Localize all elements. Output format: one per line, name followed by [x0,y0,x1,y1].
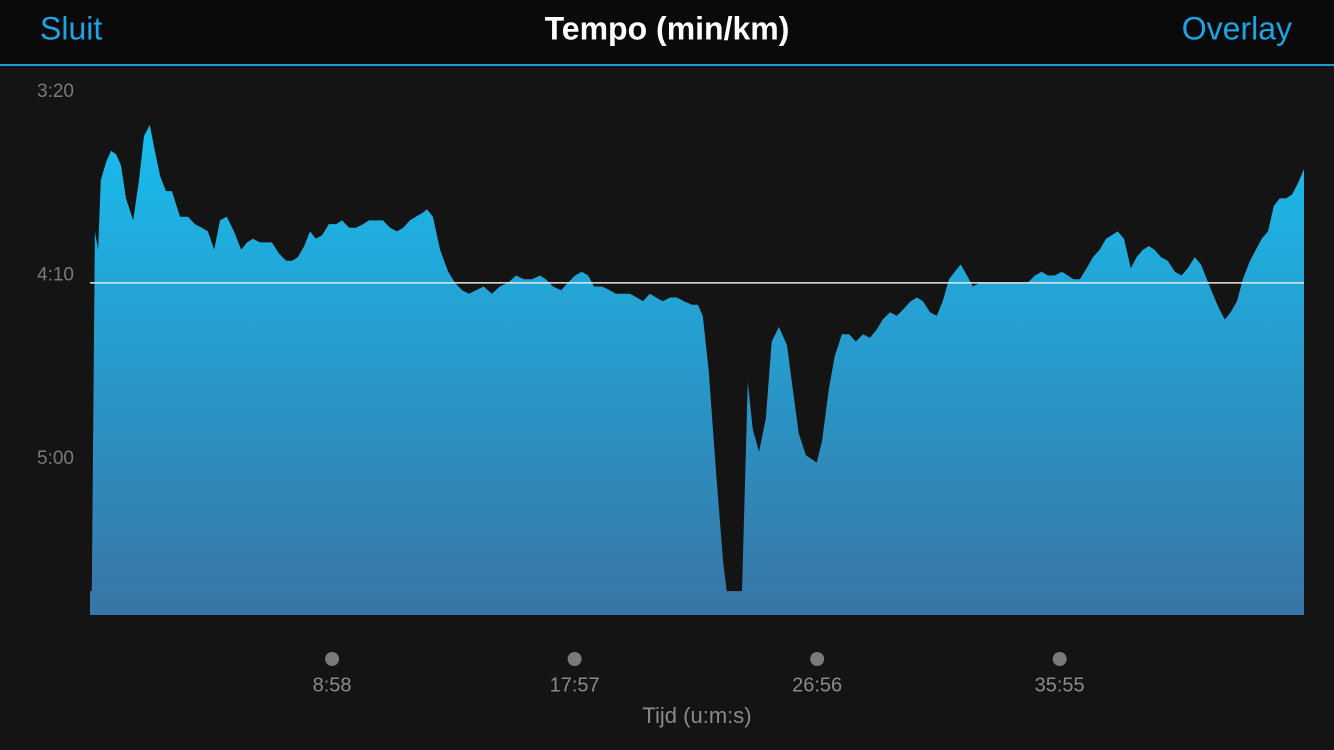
x-tick-dot [810,652,825,666]
pace-area [90,125,1304,615]
x-tick-dot [325,652,340,666]
x-tick-label: 17:57 [550,674,600,696]
header-bar [0,0,1334,64]
y-tick-label: 4:10 [37,264,74,285]
x-tick-label: 26:56 [792,674,842,696]
y-tick-label: 5:00 [37,448,74,469]
x-axis-label: Tijd (u:m:s) [642,703,751,728]
close-button[interactable]: Sluit [40,10,102,46]
x-tick-dot [1052,652,1067,666]
x-tick-dot [567,652,582,666]
y-tick-label: 3:20 [37,81,74,102]
x-tick-label: 35:55 [1035,674,1085,696]
overlay-button[interactable]: Overlay [1182,10,1292,46]
x-tick-label: 8:58 [313,674,352,696]
header-title: Tempo (min/km) [545,10,790,46]
